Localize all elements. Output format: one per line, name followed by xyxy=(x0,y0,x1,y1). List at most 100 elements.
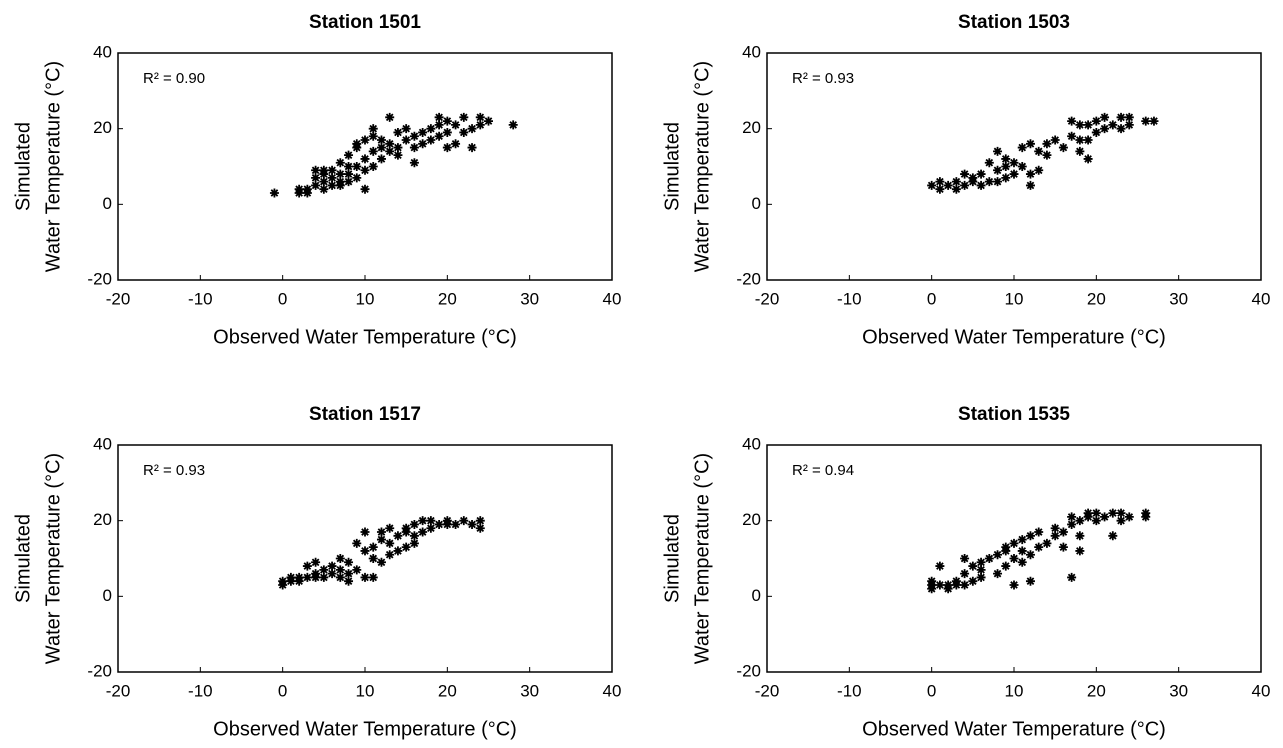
point xyxy=(409,538,419,548)
point xyxy=(1116,124,1126,134)
point xyxy=(368,162,378,171)
y-axis-label: Simulated xyxy=(12,122,34,211)
point xyxy=(960,569,970,579)
y-tick-label: -20 xyxy=(87,661,112,680)
point xyxy=(968,173,978,183)
point xyxy=(418,516,428,526)
point xyxy=(459,127,469,137)
x-tick-label: 30 xyxy=(520,289,539,308)
point xyxy=(1001,173,1011,183)
x-axis-label: Observed Water Temperature (°C) xyxy=(862,718,1166,740)
x-tick-label: 20 xyxy=(1087,289,1106,308)
x-axis-label: Observed Water Temperature (°C) xyxy=(213,326,517,348)
point xyxy=(368,572,378,582)
y-axis-label: Water Temperature (°C) xyxy=(42,61,64,272)
point xyxy=(368,542,378,552)
point xyxy=(1050,135,1060,145)
point xyxy=(344,162,354,171)
point xyxy=(1149,116,1159,126)
point xyxy=(1067,519,1077,529)
x-tick-label: -20 xyxy=(106,681,131,700)
x-tick-label: 0 xyxy=(927,681,936,700)
point xyxy=(1075,135,1085,145)
point xyxy=(1141,116,1151,126)
x-tick-label: 0 xyxy=(278,681,287,700)
point xyxy=(1009,158,1019,168)
point xyxy=(1116,112,1126,122)
point xyxy=(360,572,370,582)
point xyxy=(311,173,321,183)
point xyxy=(935,184,945,194)
point xyxy=(393,531,403,541)
point xyxy=(1100,112,1110,122)
x-tick-label: 40 xyxy=(1252,289,1271,308)
point xyxy=(467,124,477,134)
point xyxy=(352,162,362,171)
point xyxy=(376,154,386,164)
x-tick-label: 20 xyxy=(438,681,457,700)
point xyxy=(409,143,419,153)
point xyxy=(278,576,288,586)
point xyxy=(935,177,945,187)
point xyxy=(984,554,994,563)
point xyxy=(1025,550,1035,560)
y-tick-label: 40 xyxy=(742,434,761,453)
y-tick-label: 20 xyxy=(93,510,112,529)
point xyxy=(475,516,485,526)
point xyxy=(467,519,477,529)
x-tick-label: 30 xyxy=(1169,289,1188,308)
point xyxy=(1075,120,1085,130)
point xyxy=(302,572,312,582)
x-tick-label: 10 xyxy=(1005,289,1024,308)
point xyxy=(1025,169,1035,179)
point xyxy=(360,135,370,145)
point xyxy=(484,116,493,126)
x-tick-label: -20 xyxy=(755,289,780,308)
point xyxy=(426,135,436,145)
point xyxy=(1091,508,1101,518)
point xyxy=(927,180,937,190)
point xyxy=(327,561,337,571)
point xyxy=(1075,531,1085,541)
point xyxy=(1001,154,1011,164)
point xyxy=(1067,572,1077,582)
x-tick-label: -20 xyxy=(755,681,780,700)
point xyxy=(335,554,345,563)
point xyxy=(418,527,428,537)
x-tick-label: -20 xyxy=(106,289,131,308)
point xyxy=(368,554,378,563)
point xyxy=(344,150,354,160)
point xyxy=(409,158,419,168)
point xyxy=(1091,116,1101,126)
point xyxy=(1067,512,1077,522)
point xyxy=(1100,124,1110,134)
point xyxy=(401,523,411,533)
point xyxy=(311,557,321,567)
point xyxy=(368,146,378,156)
point xyxy=(376,135,386,145)
point xyxy=(360,527,370,537)
point xyxy=(1083,120,1093,130)
point xyxy=(1058,542,1068,552)
point xyxy=(459,516,469,526)
x-tick-label: 10 xyxy=(356,289,375,308)
point xyxy=(1042,139,1052,149)
x-tick-label: 30 xyxy=(520,681,539,700)
x-tick-label: 10 xyxy=(356,681,375,700)
subplot-title: Station 1501 xyxy=(309,12,421,33)
point xyxy=(409,519,419,529)
y-axis-label: Simulated xyxy=(12,514,34,603)
point xyxy=(385,146,395,156)
point xyxy=(1009,538,1019,548)
point xyxy=(335,169,345,179)
point xyxy=(376,535,386,545)
point xyxy=(1017,535,1027,545)
point xyxy=(976,565,986,575)
x-tick-label: 0 xyxy=(278,289,287,308)
point xyxy=(976,557,986,567)
point xyxy=(1083,508,1093,518)
y-axis-label: Water Temperature (°C) xyxy=(691,453,713,664)
point xyxy=(434,519,444,529)
point xyxy=(418,139,428,149)
x-tick-label: -10 xyxy=(188,681,213,700)
